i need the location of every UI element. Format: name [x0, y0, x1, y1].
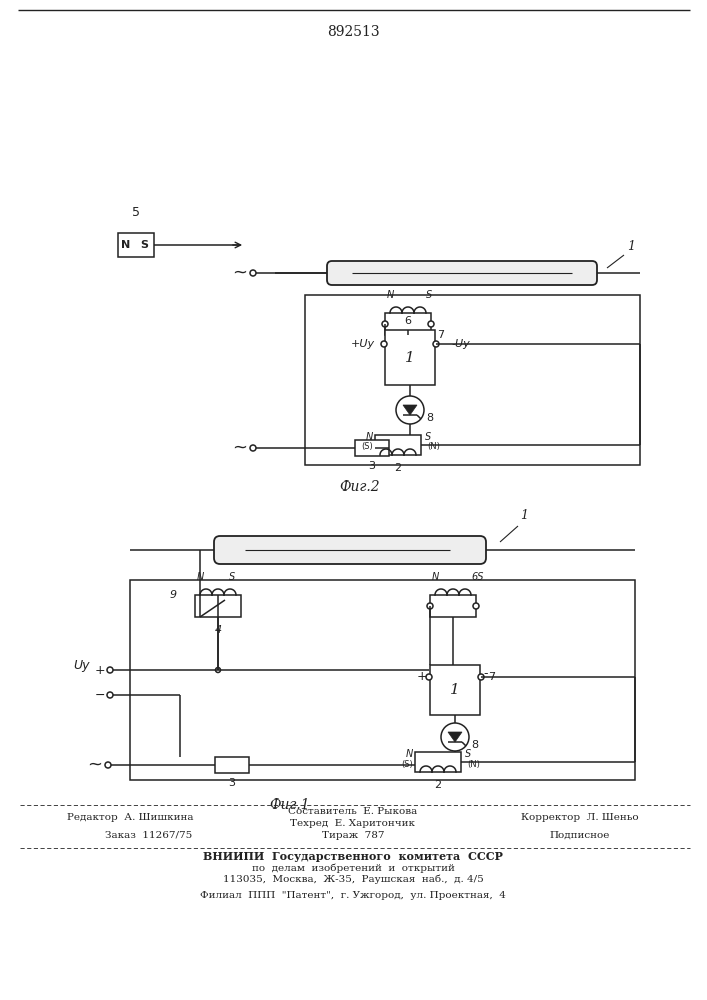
Text: ВНИИПИ  Государственного  комитета  СССР: ВНИИПИ Государственного комитета СССР — [203, 852, 503, 862]
Text: 8: 8 — [471, 740, 478, 750]
Text: 9: 9 — [170, 590, 177, 600]
Text: Филиал  ППП  "Патент",  г. Ужгород,  ул. Проектная,  4: Филиал ППП "Патент", г. Ужгород, ул. Про… — [200, 890, 506, 900]
Circle shape — [478, 674, 484, 680]
Text: 892513: 892513 — [327, 25, 380, 39]
Text: 2: 2 — [434, 780, 442, 790]
Text: 1: 1 — [627, 240, 635, 253]
Circle shape — [473, 603, 479, 609]
FancyBboxPatch shape — [214, 536, 486, 564]
Text: N: N — [432, 572, 439, 582]
Circle shape — [216, 668, 221, 672]
Text: N: N — [366, 432, 373, 442]
Text: N: N — [406, 749, 413, 759]
Text: +Uу: +Uу — [351, 339, 375, 349]
Text: Фиг.1: Фиг.1 — [269, 798, 310, 812]
Bar — [195, 595, 241, 617]
Text: 1: 1 — [450, 683, 460, 697]
Text: 113035,  Москва,  Ж-35,  Раушская  наб.,  д. 4/5: 113035, Москва, Ж-35, Раушская наб., д. … — [223, 874, 484, 884]
Text: S: S — [465, 749, 472, 759]
Text: ~: ~ — [233, 264, 247, 282]
Text: 7: 7 — [437, 330, 444, 340]
Text: (S): (S) — [361, 442, 373, 452]
Circle shape — [105, 762, 111, 768]
Text: ~: ~ — [88, 756, 103, 774]
Bar — [215, 757, 249, 773]
Text: Фиг.2: Фиг.2 — [339, 480, 380, 494]
Text: Редактор  А. Шишкина: Редактор А. Шишкина — [66, 812, 193, 822]
Bar — [385, 313, 431, 335]
Text: -: - — [483, 668, 488, 680]
Bar — [415, 752, 461, 772]
Text: 1: 1 — [405, 351, 415, 365]
Text: Заказ  11267/75: Заказ 11267/75 — [105, 830, 192, 840]
Bar — [118, 233, 154, 257]
Circle shape — [107, 692, 113, 698]
Text: Подписное: Подписное — [550, 830, 610, 840]
Text: N: N — [122, 240, 131, 250]
Text: +: + — [416, 670, 427, 684]
Text: S: S — [426, 290, 432, 300]
Bar — [385, 330, 435, 385]
Bar — [305, 295, 640, 465]
Text: +: + — [94, 664, 105, 676]
Text: Тираж  787: Тираж 787 — [322, 830, 384, 840]
Circle shape — [381, 341, 387, 347]
Text: S: S — [229, 572, 235, 582]
Text: -Uу: -Uу — [452, 339, 471, 349]
Bar — [430, 665, 480, 715]
Text: Корректор  Л. Шеньо: Корректор Л. Шеньо — [521, 812, 639, 822]
Text: 6S: 6S — [471, 572, 484, 582]
Circle shape — [382, 321, 388, 327]
Text: N: N — [387, 290, 395, 300]
Circle shape — [433, 341, 439, 347]
Text: 7: 7 — [489, 672, 496, 682]
Text: (S): (S) — [402, 760, 413, 768]
Circle shape — [441, 723, 469, 751]
Text: −: − — [95, 688, 105, 702]
Text: 3: 3 — [368, 461, 375, 471]
Bar — [430, 595, 476, 617]
Text: S: S — [140, 240, 148, 250]
Text: 6: 6 — [404, 316, 411, 326]
Circle shape — [396, 396, 424, 424]
Text: 3: 3 — [228, 778, 235, 788]
Polygon shape — [448, 732, 462, 742]
Text: 2: 2 — [395, 463, 402, 473]
FancyBboxPatch shape — [327, 261, 597, 285]
Circle shape — [250, 445, 256, 451]
Text: ~: ~ — [233, 439, 247, 457]
Bar — [130, 580, 635, 780]
Bar — [355, 440, 389, 456]
Text: 4: 4 — [214, 625, 221, 635]
Circle shape — [428, 321, 434, 327]
Circle shape — [107, 667, 113, 673]
Text: по  делам  изобретений  и  открытий: по делам изобретений и открытий — [252, 863, 455, 873]
Circle shape — [426, 674, 432, 680]
Text: (N): (N) — [427, 442, 440, 452]
Text: Uу: Uу — [74, 658, 90, 672]
Text: 5: 5 — [132, 206, 140, 219]
Text: 1: 1 — [520, 509, 528, 522]
Circle shape — [427, 603, 433, 609]
Text: S: S — [425, 432, 431, 442]
Polygon shape — [403, 405, 417, 415]
Bar — [375, 435, 421, 455]
Text: 8: 8 — [426, 413, 433, 423]
Text: Составитель  Е. Рыкова: Составитель Е. Рыкова — [288, 808, 418, 816]
Text: Техред  Е. Харитончик: Техред Е. Харитончик — [291, 820, 416, 828]
Text: (N): (N) — [467, 760, 480, 768]
Circle shape — [250, 270, 256, 276]
Text: N: N — [197, 572, 204, 582]
